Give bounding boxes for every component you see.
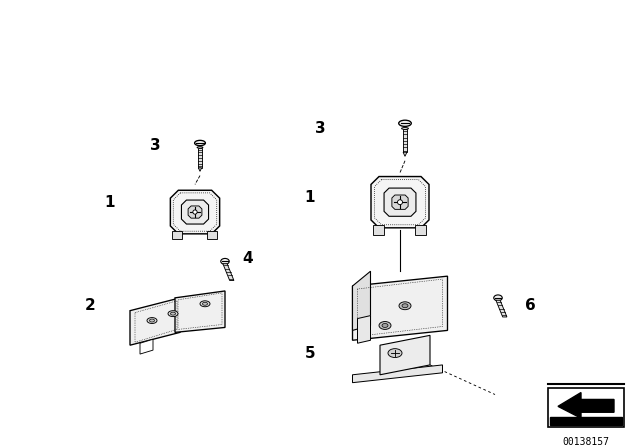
Polygon shape [373, 225, 384, 235]
Bar [403, 129, 407, 152]
Bar [198, 148, 202, 168]
Circle shape [397, 200, 403, 205]
Ellipse shape [200, 301, 210, 307]
Polygon shape [130, 298, 180, 345]
Polygon shape [198, 168, 202, 171]
Ellipse shape [402, 304, 408, 308]
Ellipse shape [168, 310, 178, 317]
Ellipse shape [382, 323, 388, 327]
Polygon shape [182, 200, 209, 224]
Ellipse shape [399, 120, 412, 126]
Polygon shape [172, 231, 182, 239]
Text: 6: 6 [525, 298, 536, 313]
Bar [550, 417, 622, 425]
Polygon shape [392, 195, 408, 209]
Polygon shape [558, 392, 614, 418]
Polygon shape [380, 336, 430, 375]
Text: 5: 5 [305, 345, 316, 361]
Polygon shape [358, 315, 371, 343]
Ellipse shape [401, 128, 408, 129]
Polygon shape [170, 190, 220, 234]
Ellipse shape [493, 295, 502, 301]
Polygon shape [353, 271, 371, 331]
Polygon shape [496, 300, 507, 317]
Ellipse shape [202, 302, 207, 305]
Polygon shape [223, 264, 234, 280]
Bar [548, 388, 624, 427]
Polygon shape [403, 152, 407, 156]
Polygon shape [175, 291, 225, 332]
Ellipse shape [147, 318, 157, 323]
Circle shape [193, 210, 197, 214]
Ellipse shape [221, 258, 229, 264]
Text: 2: 2 [84, 298, 95, 313]
Text: 1: 1 [105, 195, 115, 210]
Polygon shape [188, 206, 202, 218]
Ellipse shape [388, 349, 402, 358]
Polygon shape [140, 339, 153, 354]
Ellipse shape [197, 146, 203, 148]
Ellipse shape [150, 319, 154, 322]
Polygon shape [384, 188, 416, 216]
Text: 3: 3 [150, 138, 160, 154]
Ellipse shape [170, 312, 175, 315]
Ellipse shape [379, 322, 391, 329]
Text: 00138157: 00138157 [563, 437, 609, 447]
Text: 3: 3 [315, 121, 325, 136]
Polygon shape [353, 365, 442, 383]
Polygon shape [371, 177, 429, 228]
Ellipse shape [399, 302, 411, 310]
Polygon shape [207, 231, 216, 239]
Polygon shape [353, 276, 447, 340]
Polygon shape [415, 225, 426, 235]
Text: 1: 1 [305, 190, 316, 205]
Text: 4: 4 [243, 251, 253, 266]
Ellipse shape [195, 140, 205, 146]
